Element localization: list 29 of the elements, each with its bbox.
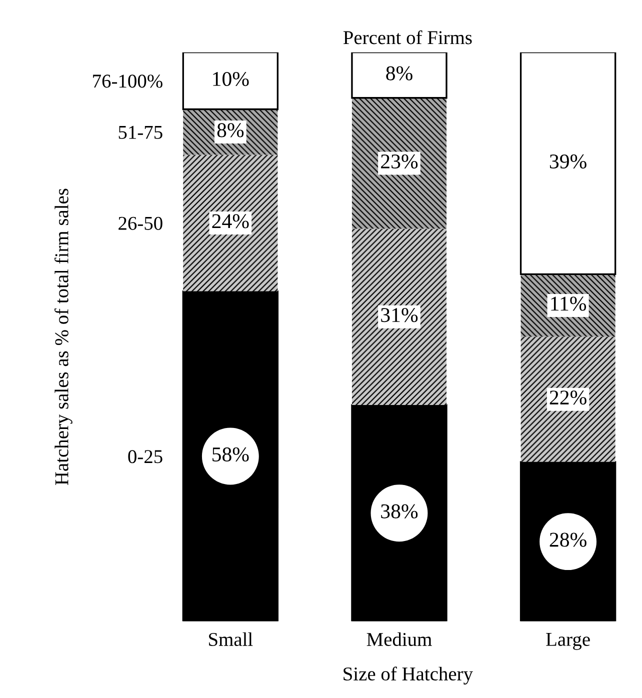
y-axis-title: Hatchery sales as % of total firm sales — [54, 188, 72, 485]
bar — [183, 154, 278, 292]
x-tick-label: Medium — [366, 632, 432, 646]
series-label: 76-100% — [93, 74, 162, 88]
data-label: 39% — [550, 154, 586, 169]
data-label: 8% — [386, 66, 412, 80]
data-label: 22% — [550, 390, 586, 405]
chart-title: Percent of Firms — [343, 30, 472, 44]
bar — [520, 52, 616, 276]
data-label: 28% — [550, 532, 586, 547]
x-tick-label: Small — [209, 632, 253, 646]
data-label: 58% — [212, 447, 249, 462]
series-label: 0-25 — [128, 450, 162, 464]
bar — [351, 404, 448, 622]
data-label: 38% — [381, 504, 418, 518]
bar — [352, 228, 446, 406]
bar — [352, 98, 446, 229]
bar — [520, 336, 616, 462]
data-label: 24% — [212, 214, 249, 228]
data-label: 23% — [381, 154, 418, 169]
data-label: 11% — [551, 296, 586, 311]
x-tick-label: Large — [546, 633, 590, 650]
series-label: 51-75 — [118, 126, 162, 139]
data-label: 10% — [213, 72, 249, 86]
data-label: 31% — [381, 308, 418, 322]
bar — [182, 290, 279, 622]
series-label: 26-50 — [118, 216, 162, 230]
data-label: 8% — [217, 123, 244, 138]
x-axis-title: Size of Hatchery — [344, 666, 473, 685]
